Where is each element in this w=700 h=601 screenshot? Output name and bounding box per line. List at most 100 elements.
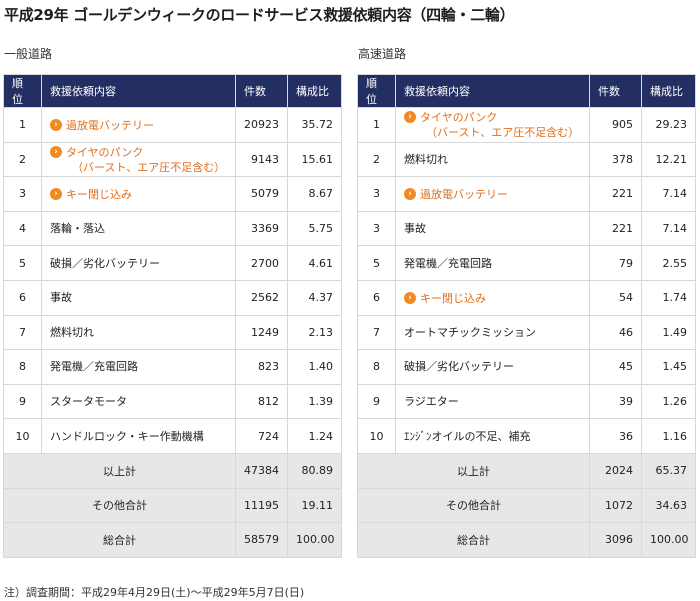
count-cell: 812 bbox=[235, 383, 288, 420]
count-cell: 5079 bbox=[235, 176, 288, 212]
item-label: タイヤのパンク bbox=[420, 111, 498, 125]
count-cell: 905 bbox=[589, 107, 642, 143]
table-row: 8 発電機／充電回路 823 1.40 bbox=[3, 349, 342, 385]
summary-ratio: 65.37 bbox=[641, 452, 696, 489]
item-cell: 事故 bbox=[41, 279, 236, 316]
item-link[interactable]: › キー閉じ込み bbox=[50, 187, 132, 202]
summary-count: 47384 bbox=[235, 452, 288, 489]
rank-cell: 7 bbox=[3, 314, 42, 351]
item-cell: › タイヤのパンク （バースト、エア圧不足含む） bbox=[395, 107, 590, 143]
table-row: 7 オートマチックミッション 46 1.49 bbox=[357, 314, 696, 351]
arrow-circle-icon: › bbox=[404, 291, 416, 304]
rank-cell: 7 bbox=[357, 314, 396, 351]
arrow-circle-icon: › bbox=[50, 118, 62, 131]
ratio-cell: 12.21 bbox=[641, 141, 696, 178]
count-cell: 39 bbox=[589, 383, 642, 420]
summary-label: 総合計 bbox=[3, 522, 236, 558]
item-label: 過放電バッテリー bbox=[66, 118, 154, 132]
table-row: 3 › 過放電バッテリー 221 7.14 bbox=[357, 176, 696, 212]
arrow-circle-icon: › bbox=[50, 187, 62, 200]
summary-label: その他合計 bbox=[357, 487, 590, 524]
table-row: 7 燃料切れ 1249 2.13 bbox=[3, 314, 342, 351]
item-text: 燃料切れ bbox=[50, 325, 94, 340]
item-label: 破損／劣化バッテリー bbox=[404, 360, 514, 374]
count-cell: 45 bbox=[589, 349, 642, 385]
item-cell: 落輪・落込 bbox=[41, 210, 236, 247]
rank-cell: 2 bbox=[357, 141, 396, 178]
summary-row: その他合計 1072 34.63 bbox=[357, 487, 696, 524]
table-row: 6 事故 2562 4.37 bbox=[3, 279, 342, 316]
count-cell: 823 bbox=[235, 349, 288, 385]
ratio-cell: 1.24 bbox=[287, 418, 342, 454]
item-sublabel: （バースト、エア圧不足含む） bbox=[72, 160, 226, 174]
item-link[interactable]: › 過放電バッテリー bbox=[404, 187, 508, 202]
ratio-cell: 1.74 bbox=[641, 279, 696, 316]
item-text: 発電機／充電回路 bbox=[50, 359, 138, 374]
arrow-circle-icon: › bbox=[50, 145, 62, 158]
table-row: 1 › 過放電バッテリー 20923 35.72 bbox=[3, 107, 342, 143]
item-cell: 発電機／充電回路 bbox=[395, 245, 590, 281]
ratio-cell: 1.40 bbox=[287, 349, 342, 385]
item-label: 落輪・落込 bbox=[50, 222, 105, 236]
ratio-cell: 4.61 bbox=[287, 245, 342, 281]
item-link[interactable]: › 過放電バッテリー bbox=[50, 118, 154, 133]
item-cell: 事故 bbox=[395, 210, 590, 247]
item-cell: › 過放電バッテリー bbox=[395, 176, 590, 212]
item-label: 事故 bbox=[50, 291, 72, 305]
item-label: 発電機／充電回路 bbox=[404, 256, 492, 270]
item-text: 事故 bbox=[50, 290, 72, 305]
count-cell: 221 bbox=[589, 210, 642, 247]
ratio-cell: 1.39 bbox=[287, 383, 342, 420]
summary-label: 以上計 bbox=[357, 452, 590, 489]
table-row: 9 スタータモータ 812 1.39 bbox=[3, 383, 342, 420]
summary-label: 総合計 bbox=[357, 522, 590, 558]
summary-ratio: 80.89 bbox=[287, 452, 342, 489]
summary-row: その他合計 11195 19.11 bbox=[3, 487, 342, 524]
ratio-cell: 15.61 bbox=[287, 141, 342, 178]
ratio-cell: 2.55 bbox=[641, 245, 696, 281]
rank-cell: 9 bbox=[3, 383, 42, 420]
item-label: タイヤのパンク bbox=[66, 145, 144, 159]
arrow-circle-icon: › bbox=[404, 187, 416, 200]
rank-cell: 1 bbox=[357, 107, 396, 143]
header-rank: 順位 bbox=[3, 74, 42, 108]
summary-label: 以上計 bbox=[3, 452, 236, 489]
item-text: ラジエター bbox=[404, 394, 459, 409]
header-ratio: 構成比 bbox=[287, 74, 342, 108]
item-cell: 燃料切れ bbox=[41, 314, 236, 351]
table-row: 2 燃料切れ 378 12.21 bbox=[357, 141, 696, 178]
rank-cell: 10 bbox=[3, 418, 42, 454]
item-label: 発電機／充電回路 bbox=[50, 360, 138, 374]
count-cell: 3369 bbox=[235, 210, 288, 247]
summary-ratio: 19.11 bbox=[287, 487, 342, 524]
ippan-table: 順位 救援依頼内容 件数 構成比 1 › 過放電バッテリー 20923 35.72 2 › タ… bbox=[3, 74, 342, 558]
count-cell: 2562 bbox=[235, 279, 288, 316]
rank-cell: 3 bbox=[357, 176, 396, 212]
rank-cell: 10 bbox=[357, 418, 396, 454]
table-row: 9 ラジエター 39 1.26 bbox=[357, 383, 696, 420]
header-item: 救援依頼内容 bbox=[41, 74, 236, 108]
item-link[interactable]: › キー閉じ込み bbox=[404, 291, 486, 306]
item-label: 事故 bbox=[404, 222, 426, 236]
rank-cell: 8 bbox=[3, 349, 42, 385]
header-count: 件数 bbox=[235, 74, 288, 108]
count-cell: 20923 bbox=[235, 107, 288, 143]
table-row: 10 ｴﾝｼﾞﾝオイルの不足、補充 36 1.16 bbox=[357, 418, 696, 454]
count-cell: 1249 bbox=[235, 314, 288, 351]
count-cell: 378 bbox=[589, 141, 642, 178]
rank-cell: 5 bbox=[357, 245, 396, 281]
item-link[interactable]: › タイヤのパンク （バースト、エア圧不足含む） bbox=[50, 145, 225, 175]
item-label: 過放電バッテリー bbox=[420, 187, 508, 201]
table-row: 1 › タイヤのパンク （バースト、エア圧不足含む） 905 29.23 bbox=[357, 107, 696, 143]
item-link[interactable]: › タイヤのパンク （バースト、エア圧不足含む） bbox=[404, 110, 579, 140]
ratio-cell: 1.49 bbox=[641, 314, 696, 351]
table-row: 4 落輪・落込 3369 5.75 bbox=[3, 210, 342, 247]
summary-row: 総合計 3096 100.00 bbox=[357, 522, 696, 558]
summary-row: 総合計 58579 100.00 bbox=[3, 522, 342, 558]
rank-cell: 3 bbox=[3, 176, 42, 212]
item-sublabel: （バースト、エア圧不足含む） bbox=[426, 126, 580, 140]
rank-cell: 8 bbox=[357, 349, 396, 385]
item-label: スタータモータ bbox=[50, 395, 127, 409]
ratio-cell: 4.37 bbox=[287, 279, 342, 316]
item-text: 破損／劣化バッテリー bbox=[404, 359, 514, 374]
